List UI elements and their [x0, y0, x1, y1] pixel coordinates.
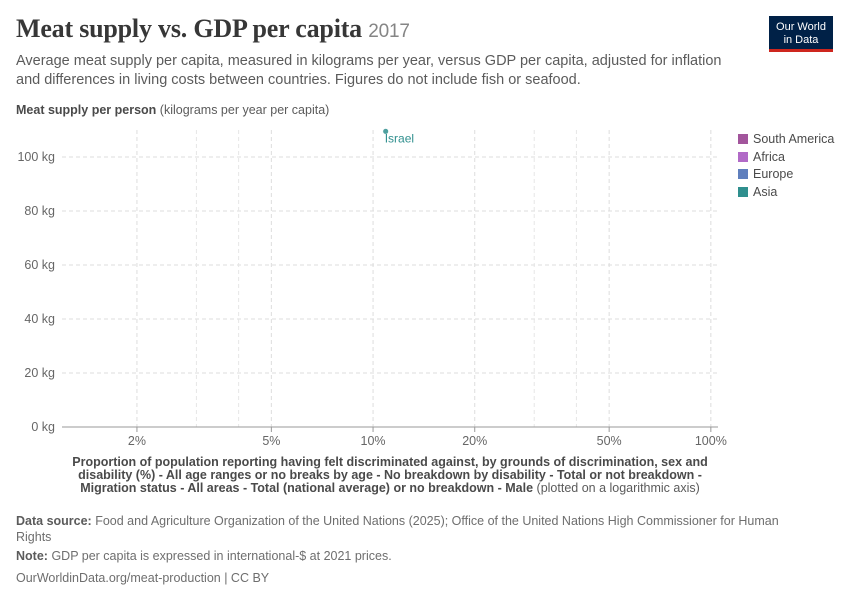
- legend-label: Europe: [753, 167, 794, 182]
- x-tick-label: 100%: [695, 434, 727, 448]
- y-tick-label: 60 kg: [24, 258, 55, 272]
- data-source: Data source: Food and Agriculture Organi…: [16, 514, 779, 544]
- points-layer: Israel: [382, 128, 414, 145]
- legend-swatch: [738, 186, 748, 197]
- y-axis-label: Meat supply per person (kilograms per ye…: [16, 103, 330, 117]
- legend-swatch: [738, 133, 748, 144]
- logo-line-2: in Data: [783, 33, 819, 46]
- y-tick-label: 0 kg: [31, 420, 55, 434]
- x-tick-label: 20%: [462, 434, 487, 448]
- legend-label: South America: [753, 131, 835, 146]
- legend-item[interactable]: Asia: [738, 183, 834, 201]
- x-tick-label: 5%: [262, 434, 280, 448]
- point-label: Israel: [385, 131, 414, 145]
- legend-swatch: [738, 151, 748, 162]
- x-tick-label: 2%: [128, 434, 146, 448]
- scatter-point[interactable]: [382, 128, 389, 135]
- chart-title: Meat supply vs. GDP per capita 2017: [16, 14, 410, 43]
- chart-note: Note: GDP per capita is expressed in int…: [16, 549, 392, 563]
- y-tick-label: 100 kg: [17, 150, 55, 164]
- chart-subtitle: Average meat supply per capita, measured…: [16, 53, 722, 88]
- y-tick-label: 40 kg: [24, 312, 55, 326]
- legend-item[interactable]: Europe: [738, 165, 834, 183]
- chart-year: 2017: [368, 21, 410, 42]
- x-tick-label: 10%: [361, 434, 386, 448]
- axis-layer: 0 kg 20 kg 40 kg 60 kg 80 kg 100 kg 2% 5% 10% 20%…: [17, 150, 726, 448]
- x-axis-label: Proportion of population reporting havin…: [72, 455, 708, 495]
- legend-label: Africa: [753, 149, 785, 164]
- logo-line-1: Our World: [776, 20, 826, 33]
- legend-item[interactable]: South America: [738, 130, 834, 148]
- owid-logo[interactable]: Our World in Data: [769, 16, 833, 52]
- legend-swatch: [738, 169, 748, 180]
- legend-label: Asia: [753, 184, 778, 199]
- source-url[interactable]: OurWorldinData.org/meat-production | CC …: [16, 571, 270, 585]
- y-tick-label: 20 kg: [24, 366, 55, 380]
- x-tick-label: 50%: [597, 434, 622, 448]
- legend-item[interactable]: Africa: [738, 148, 834, 166]
- grid-layer: [62, 130, 718, 427]
- y-tick-label: 80 kg: [24, 204, 55, 218]
- legend: South America Africa Europe Asia: [738, 130, 834, 201]
